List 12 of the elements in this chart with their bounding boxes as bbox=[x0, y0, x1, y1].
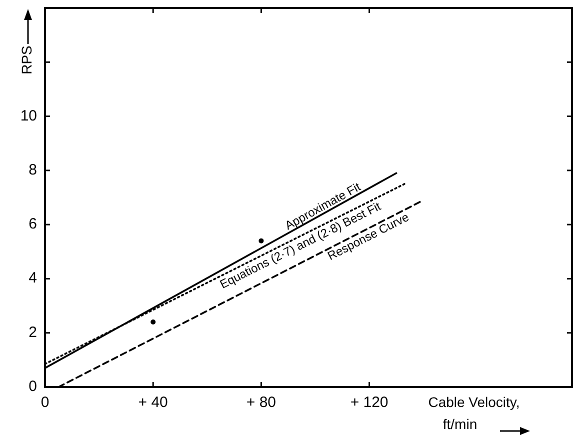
y-tick-label: 0 bbox=[28, 378, 37, 395]
y-tick-label: 10 bbox=[20, 107, 37, 124]
y-tick-label: 8 bbox=[28, 161, 37, 178]
x-tick-label: + 80 bbox=[246, 394, 276, 411]
x-axis-title: Cable Velocity, ft/min bbox=[428, 394, 520, 432]
x-tick-label: + 40 bbox=[138, 394, 168, 411]
y-tick-label: 4 bbox=[28, 270, 37, 287]
x-tick-label: 0 bbox=[40, 394, 50, 411]
y-tick-label: 6 bbox=[28, 216, 37, 233]
y-axis-title: RPS bbox=[18, 46, 35, 74]
x-tick-label: + 120 bbox=[350, 394, 388, 411]
y-tick-label: 2 bbox=[28, 324, 37, 341]
